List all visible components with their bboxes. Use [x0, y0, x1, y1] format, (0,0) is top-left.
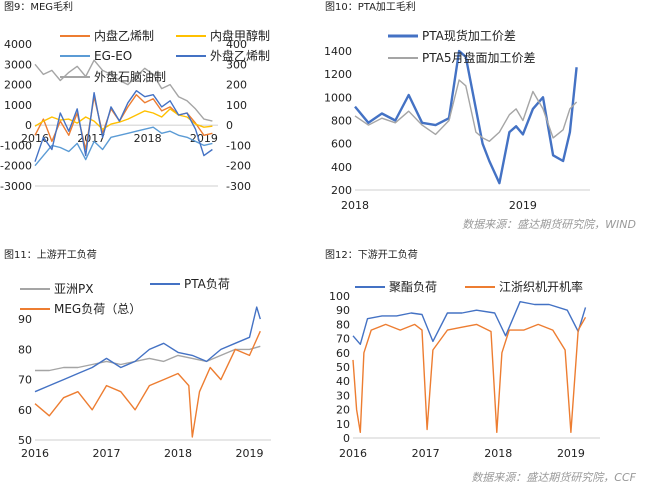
x-tick-label: 2018	[134, 132, 162, 145]
y-right-tick-label: 200	[226, 79, 247, 92]
x-tick-label: 2019	[557, 447, 585, 460]
series-line	[34, 126, 213, 167]
legend-label: PTA负荷	[184, 277, 230, 291]
legend-label: 外盘乙烯制	[210, 48, 270, 63]
legend-label: MEG负荷（总）	[54, 302, 141, 316]
x-tick-label: 2016	[339, 447, 367, 460]
y-tick-label: 60	[18, 404, 32, 417]
x-tick-label: 2018	[484, 447, 512, 460]
y-tick-label: -1000	[0, 139, 32, 152]
x-tick-label: 2018	[164, 447, 192, 460]
y-tick-label: 40	[336, 375, 350, 388]
y-tick-label: 1000	[4, 99, 32, 112]
x-tick-label: 2018	[341, 199, 369, 212]
y-tick-label: 0	[25, 119, 32, 132]
series-line	[354, 49, 578, 185]
y-tick-label: 2000	[4, 79, 32, 92]
y-right-tick-label: -200	[226, 160, 251, 173]
y-tick-label: 400	[331, 161, 352, 174]
y-tick-label: 20	[336, 404, 350, 417]
series-line	[34, 306, 261, 393]
y-tick-label: 70	[336, 333, 350, 346]
y-tick-label: 10	[336, 418, 350, 431]
y-right-tick-label: 300	[226, 58, 247, 71]
y-tick-label: -2000	[0, 160, 32, 173]
panel-title: 图10：PTA加工毛利	[325, 1, 416, 13]
legend-label: PTA5月盘面加工价差	[422, 50, 535, 65]
x-tick-label: 2019	[190, 132, 218, 145]
panel-title: 图11：上游开工负荷	[4, 248, 97, 261]
panel-title: 图9：MEG毛利	[4, 1, 73, 13]
y-tick-label: 800	[331, 115, 352, 128]
panel-upstream-load: 图11：上游开工负荷 50 60 70 80 90 2016 2017 2018 2019 亚洲PX…	[4, 248, 271, 460]
legend-label: 亚洲PX	[54, 282, 93, 296]
source-note-bottom: 数据来源：盛达期货研究院，CCF	[471, 471, 636, 484]
series-line	[354, 79, 578, 143]
series-line	[34, 89, 213, 162]
y-tick-label: 1400	[324, 45, 352, 58]
legend-label: 内盘甲醇制	[210, 28, 270, 43]
x-tick-label: 2019	[236, 447, 264, 460]
y-right-tick-label: 100	[226, 99, 247, 112]
y-tick-label: 80	[336, 318, 350, 331]
y-right-tick-label: 0	[226, 119, 233, 132]
x-tick-label: 2017	[93, 447, 121, 460]
panel-pta-margin: 图10：PTA加工毛利 200 400 600 800 1000 1200 1400 2018 2…	[324, 1, 590, 212]
series-line	[352, 301, 587, 345]
y-tick-label: 90	[18, 313, 32, 326]
legend-label: 内盘乙烯制	[94, 28, 154, 43]
y-tick-label: 30	[336, 389, 350, 402]
y-tick-label: 4000	[4, 38, 32, 51]
legend-label: 聚酯负荷	[389, 280, 437, 294]
series-line	[34, 93, 213, 151]
y-tick-label: 1000	[324, 91, 352, 104]
y-right-tick-label: -300	[226, 180, 251, 193]
y-tick-label: 1200	[324, 68, 352, 81]
y-tick-label: 50	[18, 434, 32, 447]
legend-label: PTA现货加工价差	[422, 28, 516, 43]
y-tick-label: 600	[331, 138, 352, 151]
series-line	[35, 345, 261, 372]
panel-title: 图12：下游开工负荷	[325, 248, 418, 261]
series-line	[34, 330, 261, 438]
y-tick-label: 0	[343, 432, 350, 445]
series-line	[352, 316, 587, 433]
legend-label: 江浙织机开机率	[499, 279, 583, 294]
y-tick-label: -3000	[0, 180, 32, 193]
y-right-tick-label: -100	[226, 139, 251, 152]
y-tick-label: 60	[336, 347, 350, 360]
legend-label: EG-EO	[94, 49, 132, 63]
x-tick-label: 2019	[509, 199, 537, 212]
y-tick-label: 90	[336, 304, 350, 317]
y-tick-label: 70	[18, 374, 32, 387]
x-tick-label: 2017	[412, 447, 440, 460]
panel-meg-margin: 图9：MEG毛利-3000-2000-100001000200030004000…	[0, 1, 270, 193]
y-tick-label: 200	[331, 184, 352, 197]
series-line	[34, 108, 213, 130]
y-tick-label: 100	[329, 290, 350, 303]
y-tick-label: 50	[336, 361, 350, 374]
legend-label: 外盘石脑油制	[94, 69, 166, 84]
y-tick-label: 80	[18, 343, 32, 356]
y-right-tick-label: 400	[226, 38, 247, 51]
y-tick-label: 3000	[4, 58, 32, 71]
source-note-top: 数据来源：盛达期货研究院，WIND	[462, 218, 636, 231]
x-tick-label: 2016	[21, 447, 49, 460]
